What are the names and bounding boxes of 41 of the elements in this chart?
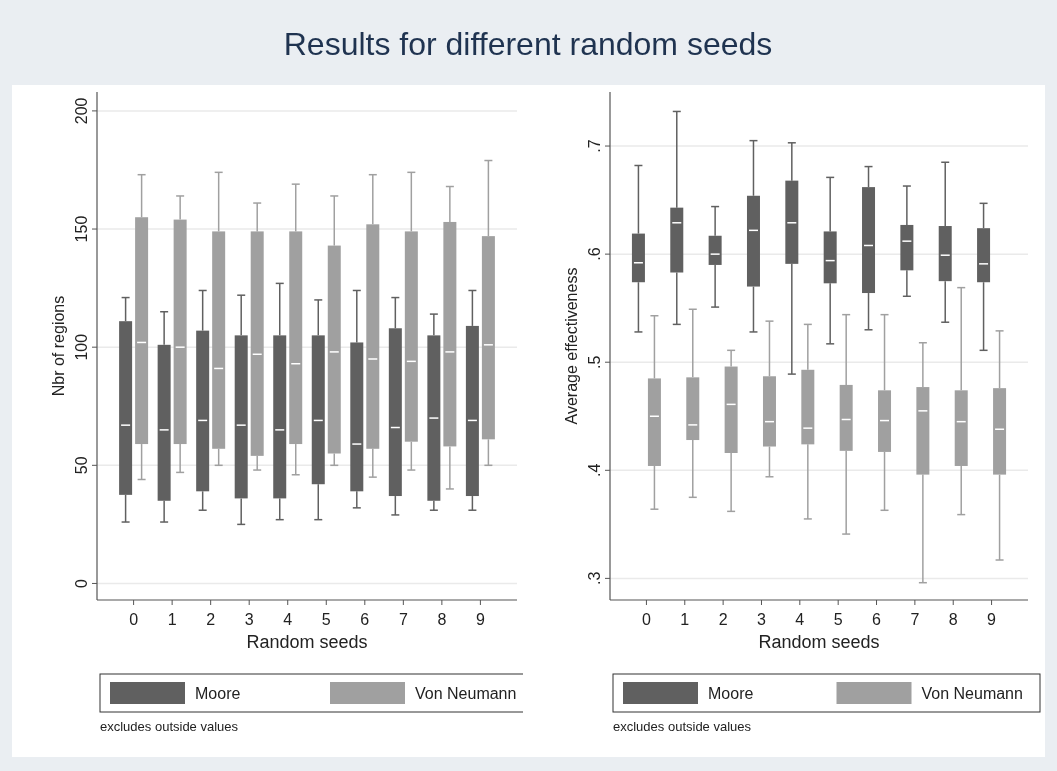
y-tick-label: 150 [73,215,90,243]
x-tick-label: 7 [910,611,920,628]
x-tick-label: 5 [833,611,843,628]
x-tick-label: 4 [283,611,293,628]
text: excludes outside values [100,719,239,734]
x-tick-label: 3 [244,611,254,628]
x-tick-label: 2 [206,611,216,628]
chart-title: Results for different random seeds [283,26,773,62]
x-tick-label: 0 [641,611,651,628]
x-tick-label: 6 [872,611,882,628]
x-tick-label: 4 [795,611,805,628]
legend-label: Von Neumann [415,685,517,702]
x-tick-label: 2 [718,611,728,628]
x-tick-label: 1 [167,611,177,628]
y-tick-label: .5 [586,355,603,369]
x-tick-label: 5 [321,611,331,628]
y-tick-label: 50 [73,456,90,475]
legend-label: Moore [195,685,241,702]
x-tick-label: 9 [987,611,997,628]
x-tick-label: 7 [398,611,408,628]
y-tick-label: .3 [586,571,603,586]
y-tick-label: 100 [73,333,90,361]
legend-label: Von Neumann [921,685,1023,702]
y-tick-label: .4 [586,463,603,477]
x-axis-title: Random seeds [758,632,880,652]
x-axis-title: Random seeds [246,632,368,652]
y-tick-label: .6 [586,247,603,261]
y-axis-title: Nbr of regions [50,295,67,397]
legend-label: Moore [708,685,754,702]
x-tick-label: 8 [948,611,958,628]
y-tick-label: 0 [73,578,90,588]
y-axis-title: Average effectiveness [563,267,580,425]
x-tick-label: 0 [129,611,139,628]
y-tick-label: 200 [73,97,90,125]
x-tick-label: 1 [680,611,690,628]
x-tick-label: 6 [360,611,370,628]
y-tick-label: .7 [586,139,603,153]
x-tick-label: 9 [475,611,485,628]
text: excludes outside values [613,719,752,734]
x-tick-label: 3 [757,611,767,628]
x-tick-label: 8 [437,611,447,628]
